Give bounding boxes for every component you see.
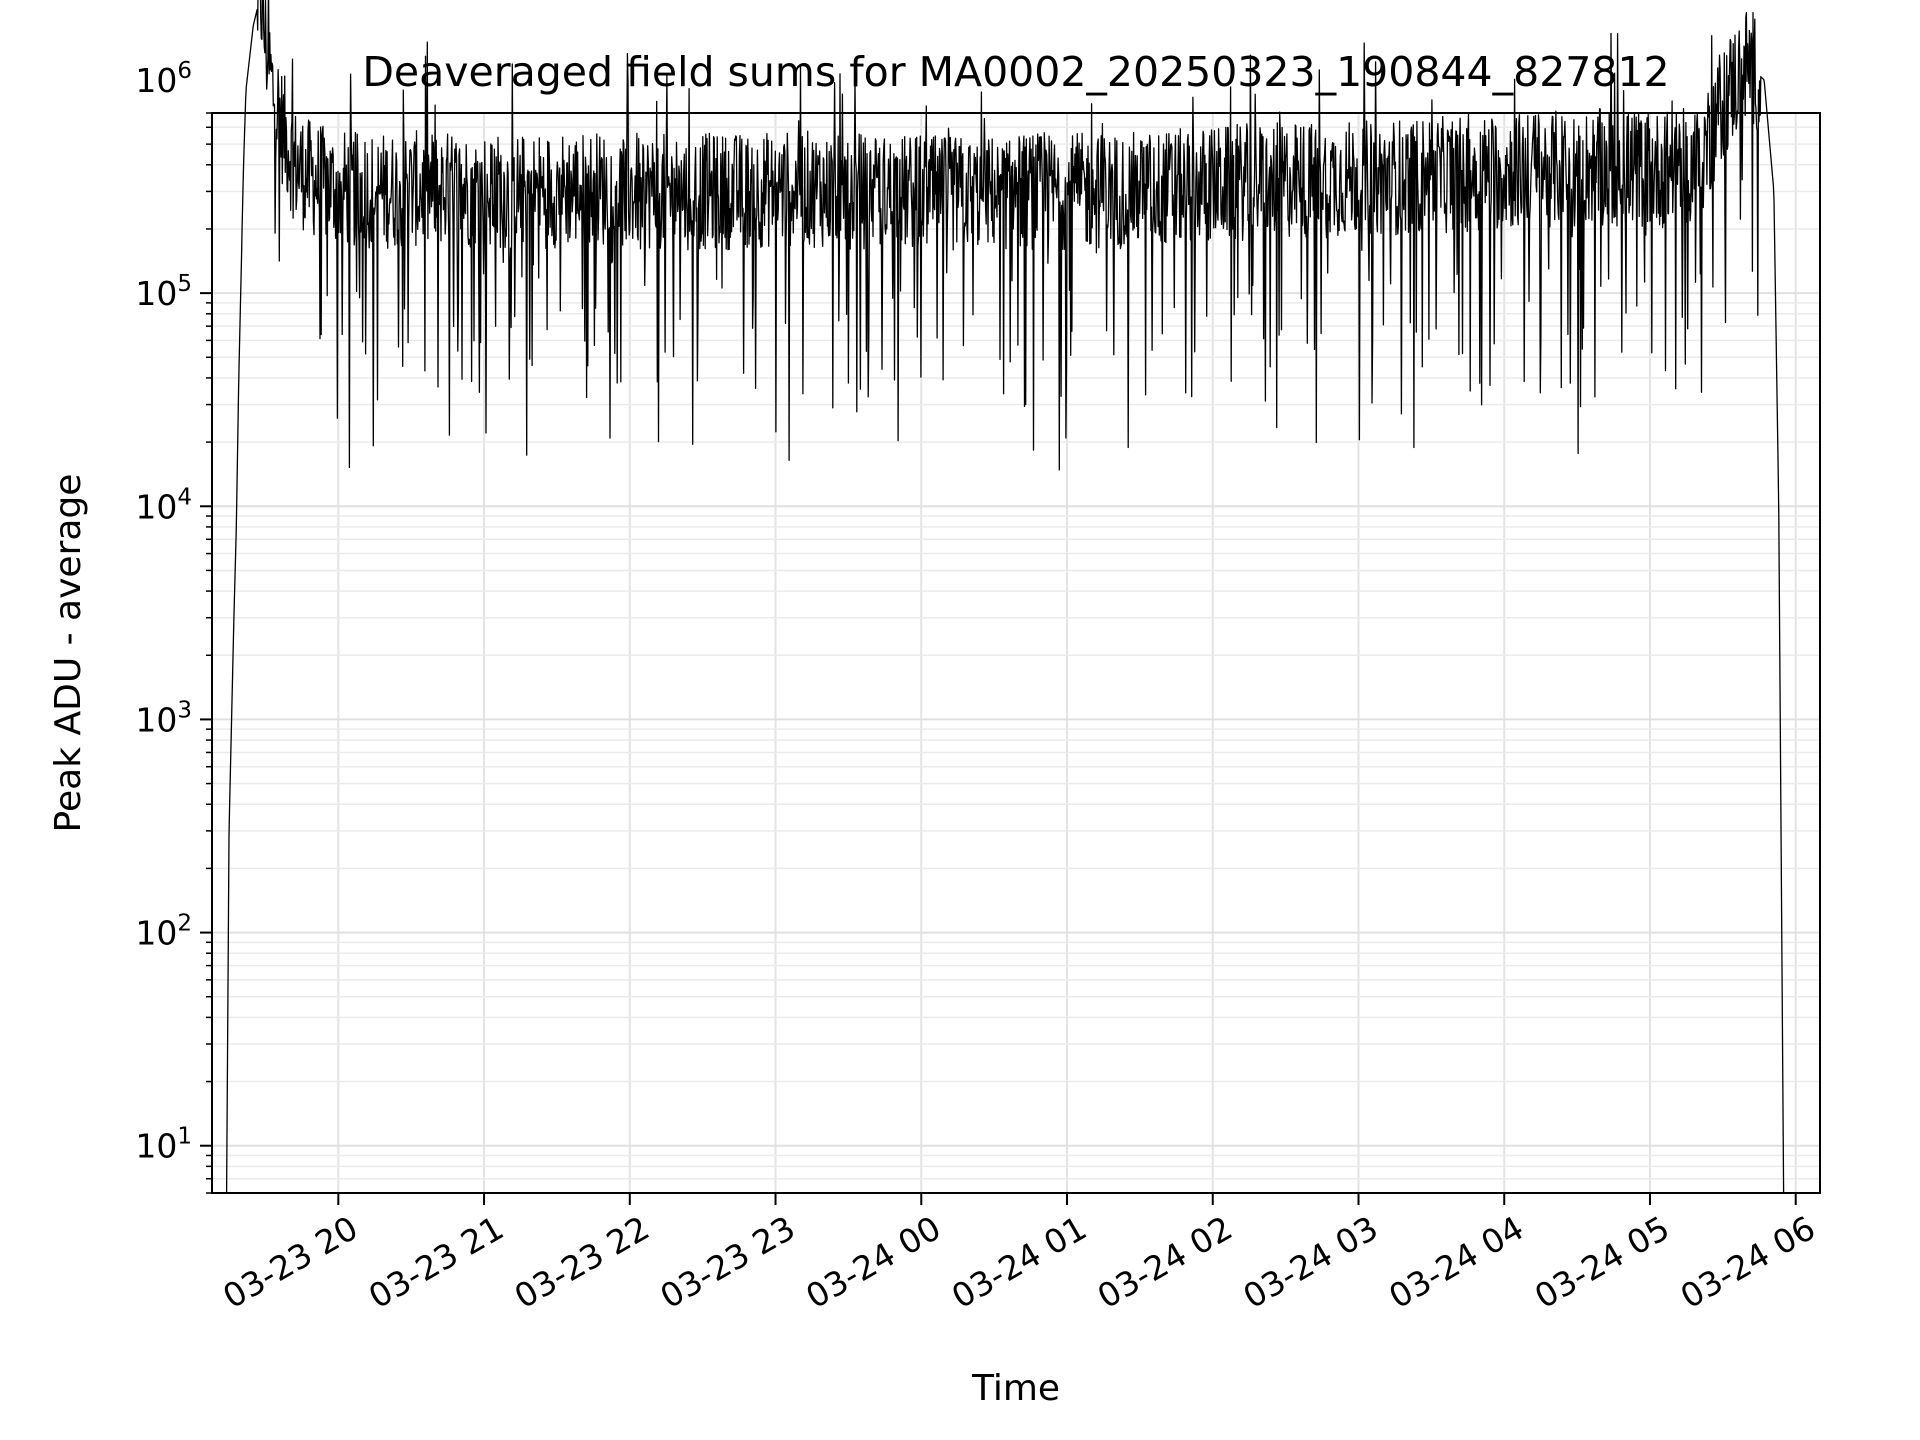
y-tick-label-exponent: 4 xyxy=(177,484,192,510)
y-tick-label-base: 10 xyxy=(135,700,177,739)
y-tick-label-base: 10 xyxy=(135,487,177,526)
y-tick-label: 105 xyxy=(135,271,192,313)
y-tick-label: 101 xyxy=(135,1124,192,1166)
y-tick-label: 102 xyxy=(135,911,192,953)
y-tick-label: 106 xyxy=(135,58,192,100)
series-line xyxy=(225,0,1785,1194)
plot-frame xyxy=(211,112,1821,1194)
x-axis-label: Time xyxy=(971,1368,1060,1409)
y-tick-label: 103 xyxy=(135,697,192,739)
y-tick-label: 104 xyxy=(135,484,192,526)
y-tick-label-exponent: 6 xyxy=(177,58,192,84)
y-tick-label-base: 10 xyxy=(135,914,177,953)
series-line-layer xyxy=(225,0,1785,1194)
y-tick-label-base: 10 xyxy=(135,274,177,313)
y-tick-label-exponent: 1 xyxy=(177,1124,192,1150)
chart-title: Deaveraged field sums for MA0002_2025032… xyxy=(362,48,1669,96)
y-tick-label-exponent: 2 xyxy=(177,911,192,937)
y-tick-label-exponent: 3 xyxy=(177,697,192,723)
y-tick-label-base: 10 xyxy=(135,61,177,100)
y-axis-label: Peak ADU - average xyxy=(48,474,89,833)
y-tick-label-exponent: 5 xyxy=(177,271,192,297)
y-tick-label-base: 10 xyxy=(135,1127,177,1166)
